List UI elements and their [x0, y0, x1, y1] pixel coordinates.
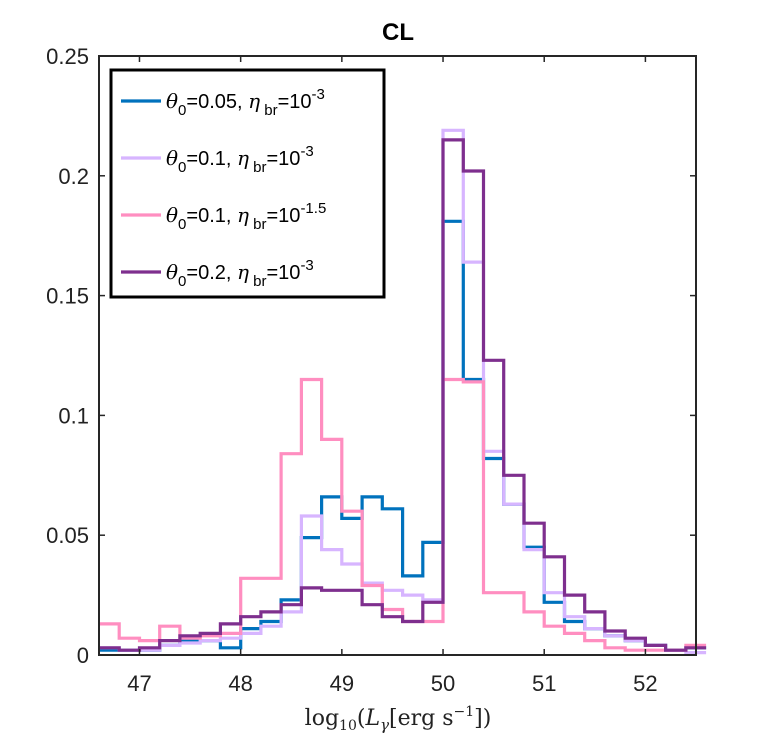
- legend-entry-3: θ0=0.1, η br=10-1.5: [166, 200, 326, 233]
- y-tick-label: 0.25: [46, 44, 89, 69]
- legend-box: [109, 68, 386, 299]
- chart-title: CL: [382, 19, 414, 46]
- legend-entry-2: θ0=0.1, η br=10-3: [166, 143, 314, 176]
- legend: θ0=0.05, η br=10-3 θ0=0.1, η br=10-3 θ0=0.…: [109, 68, 386, 299]
- y-tick-label: 0.2: [58, 164, 89, 189]
- x-tick-label: 47: [127, 671, 151, 696]
- y-tick-label: 0.05: [46, 523, 89, 548]
- x-tick-label: 50: [431, 671, 455, 696]
- series-line-4: [99, 138, 707, 652]
- axes-box: [98, 55, 697, 656]
- legend-entry-4: θ0=0.2, η br=10-3: [166, 257, 314, 290]
- y-tick-label: 0.15: [46, 284, 89, 309]
- x-tick-label: 48: [228, 671, 252, 696]
- y-tick-label: 0: [77, 643, 89, 668]
- y-tick-label: 0.1: [58, 403, 89, 428]
- x-tick-label: 52: [633, 671, 657, 696]
- x-tick-label: 49: [330, 671, 354, 696]
- axes-layer: [98, 55, 697, 656]
- legend-entry-1: θ0=0.05, η br=10-3: [166, 86, 325, 119]
- x-axis-label: log10(Lγ[erg s−1]): [305, 704, 492, 734]
- ticks-layer: 47 48 49 50 51 52 0 0.05 0.1 0.15 0.2 0.25: [46, 44, 696, 696]
- series-layer: [99, 128, 707, 655]
- x-tick-label: 51: [532, 671, 556, 696]
